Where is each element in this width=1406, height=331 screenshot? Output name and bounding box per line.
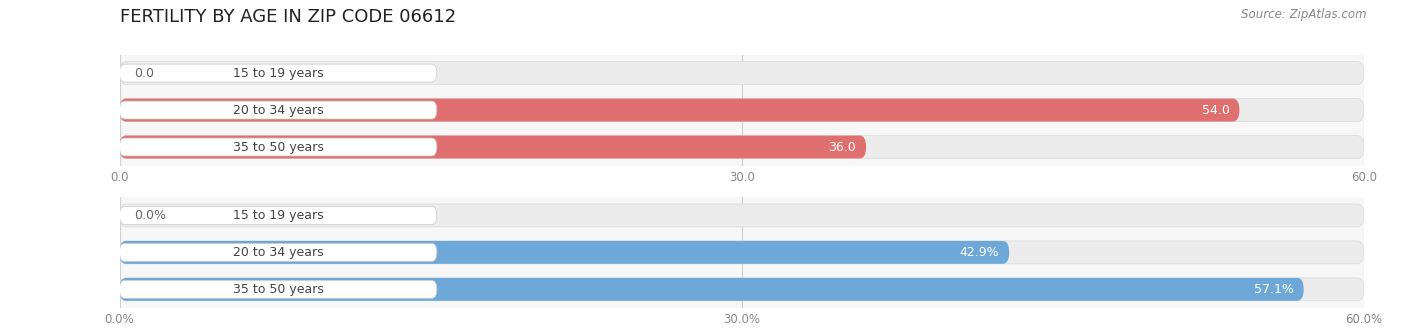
Text: 15 to 19 years: 15 to 19 years	[233, 67, 323, 79]
FancyBboxPatch shape	[120, 243, 437, 261]
FancyBboxPatch shape	[120, 204, 1364, 227]
Text: 35 to 50 years: 35 to 50 years	[233, 283, 323, 296]
Text: 15 to 19 years: 15 to 19 years	[233, 209, 323, 222]
FancyBboxPatch shape	[120, 207, 437, 224]
FancyBboxPatch shape	[120, 99, 1240, 121]
Text: 35 to 50 years: 35 to 50 years	[233, 141, 323, 154]
FancyBboxPatch shape	[120, 278, 1303, 301]
FancyBboxPatch shape	[120, 62, 1364, 84]
FancyBboxPatch shape	[120, 138, 437, 156]
FancyBboxPatch shape	[120, 136, 1364, 159]
Text: FERTILITY BY AGE IN ZIP CODE 06612: FERTILITY BY AGE IN ZIP CODE 06612	[120, 8, 456, 26]
FancyBboxPatch shape	[120, 99, 1364, 121]
FancyBboxPatch shape	[120, 136, 866, 159]
Text: 20 to 34 years: 20 to 34 years	[233, 104, 323, 117]
Text: 0.0%: 0.0%	[135, 209, 166, 222]
Text: 20 to 34 years: 20 to 34 years	[233, 246, 323, 259]
Text: 36.0: 36.0	[828, 141, 856, 154]
Text: 0.0: 0.0	[135, 67, 155, 79]
FancyBboxPatch shape	[120, 101, 437, 119]
FancyBboxPatch shape	[120, 241, 1010, 264]
FancyBboxPatch shape	[120, 278, 1364, 301]
FancyBboxPatch shape	[120, 280, 437, 298]
Text: Source: ZipAtlas.com: Source: ZipAtlas.com	[1241, 8, 1367, 21]
FancyBboxPatch shape	[120, 241, 1364, 264]
FancyBboxPatch shape	[120, 64, 437, 82]
Text: 57.1%: 57.1%	[1254, 283, 1294, 296]
Text: 54.0: 54.0	[1202, 104, 1229, 117]
Text: 42.9%: 42.9%	[960, 246, 1000, 259]
